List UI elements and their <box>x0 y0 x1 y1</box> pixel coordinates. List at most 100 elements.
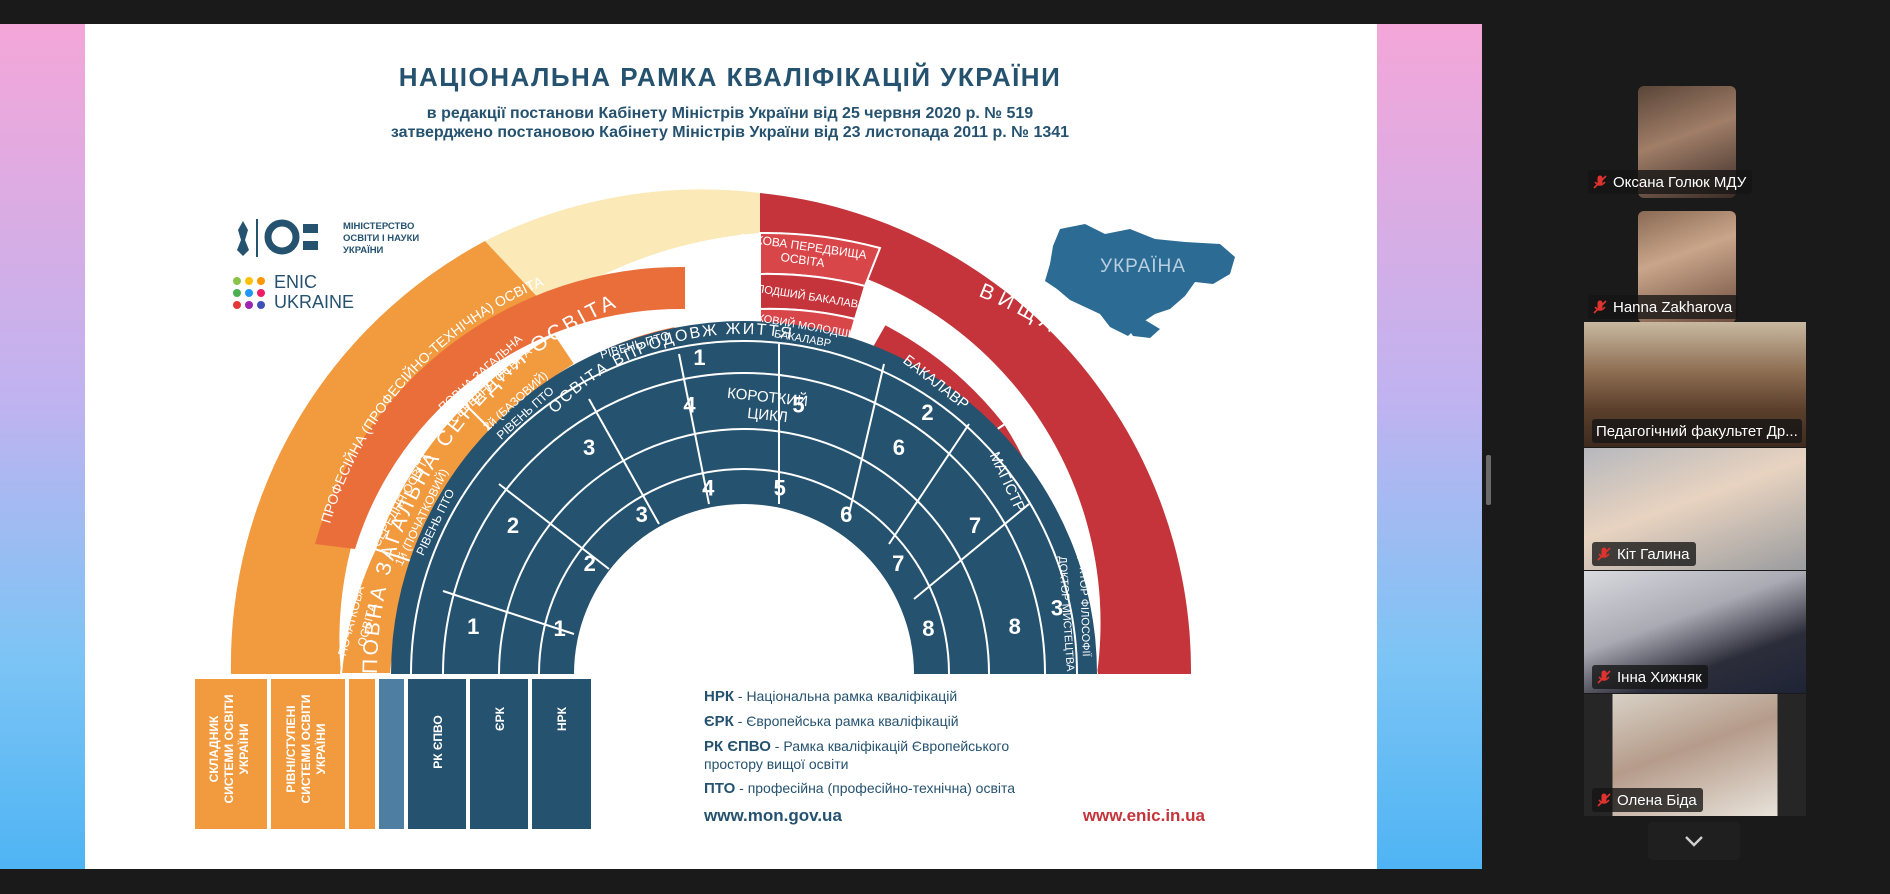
ring-radial-lines <box>442 344 1030 635</box>
nrk-level-3: 3 <box>636 502 648 527</box>
col-erk <box>470 679 528 829</box>
ministry-line-3: УКРАЇНИ <box>343 245 384 256</box>
col-rivni-2: СИСТЕМИ ОСВІТИ <box>299 695 313 804</box>
participant-name-2: Hanna Zakharova <box>1613 298 1733 316</box>
ring-line-2 <box>442 372 1046 675</box>
nrk-level-8: 8 <box>922 616 934 641</box>
logo-bar-bottom <box>303 241 318 250</box>
qualifications-framework-diagram: НАЦІОНАЛЬНА РАМКА КВАЛІФІКАЦІЙ УКРАЇНИ в… <box>195 62 1235 829</box>
short-cycle-2: ЦИКЛ <box>746 405 788 426</box>
participant-nameplate-5: Інна Хижняк <box>1592 665 1708 689</box>
participant-nameplate-2: Hanna Zakharova <box>1588 295 1739 319</box>
legend-item-3: РК ЄПВО - Рамка кваліфікацій Європейсько… <box>704 738 1009 755</box>
level-numbers: 1 2 3 4 5 6 7 8 1 2 3 4 5 6 7 8 1 2 3 <box>467 345 1063 641</box>
nrk-level-7: 7 <box>892 551 904 576</box>
logo-circle-icon <box>264 219 300 255</box>
col-skladnyk-1: СКЛАДНИК <box>207 715 221 782</box>
band-cream <box>485 189 760 307</box>
mic-muted-icon <box>1596 792 1612 808</box>
participant-tile-5[interactable]: Інна Хижняк <box>1584 571 1806 693</box>
erk-level-7: 7 <box>969 513 981 538</box>
col-nrk-label: НРК <box>555 706 569 731</box>
ring-line-1 <box>410 340 1078 675</box>
participant-tile-6[interactable]: Олена Біда <box>1584 694 1806 816</box>
doktor-filosofii-label: ДОКТОР ФІЛОСОФІЇ <box>1076 551 1092 658</box>
ministry-line-2: ОСВІТИ І НАУКИ <box>343 233 419 244</box>
col-nrk <box>532 679 591 829</box>
navy-semicircle <box>391 321 1097 674</box>
participant-name-4: Кіт Галина <box>1617 545 1690 563</box>
ukraine-shape <box>1045 224 1235 336</box>
participant-name-6: Олена Біда <box>1617 791 1697 809</box>
participant-name-5: Інна Хижняк <box>1617 668 1702 686</box>
trident-icon <box>237 221 249 256</box>
enic-line-2: UKRAINE <box>274 292 354 312</box>
participant-tile-3[interactable]: Педагогічний факультет Др... <box>1584 322 1806 447</box>
url-enic[interactable]: www.enic.in.ua <box>1082 806 1206 825</box>
panel-resize-handle[interactable] <box>1486 455 1491 505</box>
col-skladnyk-3: УКРАЇНИ <box>236 723 251 774</box>
col-rk-epvo <box>408 679 466 829</box>
nrk-level-5: 5 <box>774 475 786 500</box>
url-mon[interactable]: www.mon.gov.ua <box>703 806 842 825</box>
nrk-level-2: 2 <box>584 551 596 576</box>
participant-nameplate-3: Педагогічний факультет Др... <box>1592 419 1802 443</box>
col-rivni-strip <box>349 679 375 829</box>
slide-subtitle-1: в редакції постанови Кабінету Міністрів … <box>427 105 1034 122</box>
legend-item-1: НРК - Національна рамка кваліфікацій <box>704 688 957 705</box>
enic-line-1: ENIC <box>274 272 317 292</box>
ministry-logo: МІНІСТЕРСТВО ОСВІТИ І НАУКИ УКРАЇНИ <box>237 219 419 257</box>
erk-level-8: 8 <box>1009 614 1021 639</box>
nrk-level-1: 1 <box>553 616 565 641</box>
map-label: УКРАЇНА <box>1100 256 1186 277</box>
mic-muted-icon <box>1592 174 1608 190</box>
ministry-line-1: МІНІСТЕРСТВО <box>343 221 414 232</box>
rk-epvo-level-2: 2 <box>921 400 933 425</box>
crimea-shape <box>1125 320 1160 338</box>
participant-nameplate-6: Олена Біда <box>1592 788 1703 812</box>
nrk-level-4: 4 <box>702 475 715 500</box>
erk-level-5: 5 <box>792 393 804 418</box>
show-more-participants-button[interactable] <box>1648 822 1740 860</box>
erk-level-3: 3 <box>583 435 595 460</box>
slide-subtitle-2: затверджено постановою Кабінету Міністрі… <box>391 124 1069 141</box>
col-rivni-3: УКРАЇНИ <box>313 723 328 774</box>
ukraine-map: УКРАЇНА <box>1045 224 1235 338</box>
participant-name-1: Оксана Голюк МДУ <box>1613 173 1747 191</box>
participant-name-3: Педагогічний факультет Др... <box>1596 422 1798 440</box>
col-rk-epvo-label: РК ЄПВО <box>431 715 445 769</box>
participant-nameplate-4: Кіт Галина <box>1592 542 1696 566</box>
band-professional <box>315 266 685 549</box>
participant-nameplate-1: Оксана Голюк МДУ <box>1588 170 1753 194</box>
participant-tile-1[interactable]: Оксана Голюк МДУ <box>1580 86 1794 198</box>
nrk-level-6: 6 <box>840 502 852 527</box>
participants-panel: Оксана Голюк МДУ Hanna Zakharova Педагог… <box>1496 0 1890 894</box>
erk-level-1: 1 <box>467 614 479 639</box>
legend: НРК - Національна рамка кваліфікацій ЄРК… <box>704 688 1015 797</box>
presentation-slide: НАЦІОНАЛЬНА РАМКА КВАЛІФІКАЦІЙ УКРАЇНИ в… <box>85 24 1377 869</box>
col-rivni-1: РІВНІ/СТУПЕНІ <box>284 705 298 792</box>
ring-line-3 <box>498 428 990 675</box>
col-skladnyk <box>195 679 267 829</box>
logo-separator <box>256 219 258 257</box>
mic-muted-icon <box>1596 546 1612 562</box>
participant-tile-4[interactable]: Кіт Галина <box>1584 448 1806 570</box>
col-skladnyk-2: СИСТЕМИ ОСВІТИ <box>222 695 236 804</box>
fahova-2: ОСВІТА <box>780 250 826 270</box>
col-rivni <box>271 679 345 829</box>
mic-muted-icon <box>1596 669 1612 685</box>
chevron-down-icon <box>1685 836 1703 847</box>
erk-level-4: 4 <box>683 393 696 418</box>
legend-item-2: ЄРК - Європейська рамка кваліфікацій <box>704 713 959 730</box>
slide-title: НАЦІОНАЛЬНА РАМКА КВАЛІФІКАЦІЙ УКРАЇНИ <box>399 62 1062 92</box>
column-labels: СКЛАДНИК СИСТЕМИ ОСВІТИ УКРАЇНИ РІВНІ/СТ… <box>207 695 569 804</box>
erk-level-6: 6 <box>893 435 905 460</box>
rk-epvo-level-1: 1 <box>693 345 705 370</box>
legend-item-3-cont: простору вищої освіти <box>704 756 848 772</box>
legend-item-4: ПТО - професійна (професійно-технічна) о… <box>704 780 1015 797</box>
enic-logo: ENIC UKRAINE <box>233 272 354 312</box>
rk-epvo-level-3: 3 <box>1051 596 1063 621</box>
mic-muted-icon <box>1592 299 1608 315</box>
ring-line-4 <box>538 468 950 675</box>
participant-tile-2[interactable]: Hanna Zakharova <box>1580 211 1794 323</box>
